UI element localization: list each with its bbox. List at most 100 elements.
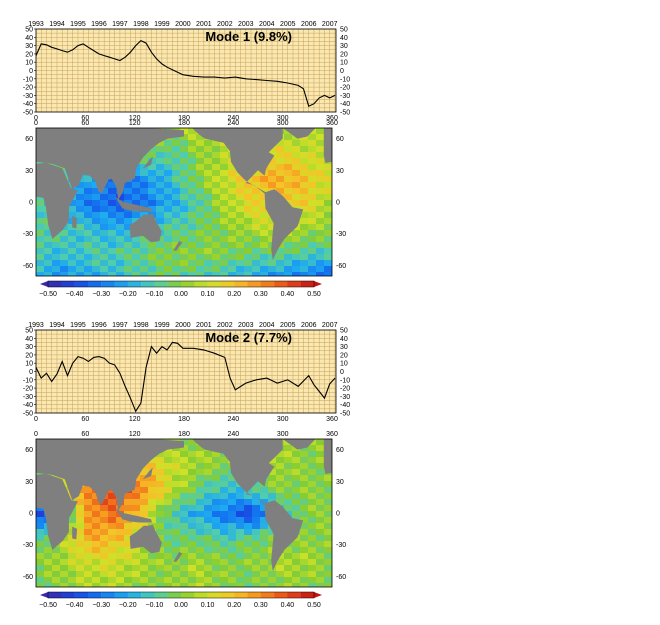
map-frame — [35, 438, 333, 588]
land-europe-west — [323, 128, 332, 163]
ocean-cell — [316, 499, 325, 506]
ocean-cell — [276, 152, 285, 159]
ocean-cell — [172, 553, 181, 560]
ocean-cell — [124, 194, 133, 201]
ocean-cell — [124, 248, 133, 255]
ocean-cell — [300, 565, 309, 572]
ocean-cell — [196, 134, 205, 141]
ocean-cell — [164, 230, 173, 237]
ocean-cell — [268, 182, 277, 189]
ocean-cell — [132, 170, 141, 177]
ocean-cell — [164, 152, 173, 159]
ocean-cell — [188, 493, 197, 500]
ocean-cell — [132, 260, 141, 267]
ocean-cell — [276, 583, 285, 587]
ocean-cell — [220, 559, 229, 566]
ocean-cell — [100, 517, 109, 524]
ocean-cell — [308, 499, 317, 506]
ocean-cell — [164, 206, 173, 213]
ocean-cell — [316, 248, 325, 255]
top-axis-tick-label: 1993 — [28, 21, 44, 28]
ocean-cell — [212, 583, 221, 587]
ocean-cell — [196, 505, 205, 512]
ocean-cell — [212, 475, 221, 482]
ocean-cell — [156, 511, 165, 518]
y-axis-tick-label-right: 20 — [340, 352, 348, 359]
ocean-cell — [260, 188, 269, 195]
ocean-cell — [244, 511, 253, 518]
ocean-cell — [108, 577, 117, 584]
ocean-cell — [292, 152, 301, 159]
ocean-cell — [76, 535, 85, 542]
colorbar-segment — [234, 281, 248, 287]
y-axis-tick-label-right: -30 — [340, 93, 350, 100]
ocean-cell — [108, 272, 117, 276]
ocean-cell — [252, 206, 261, 213]
ocean-cell — [76, 511, 85, 518]
ocean-cell — [164, 541, 173, 548]
ocean-cell — [276, 559, 285, 566]
ocean-cell — [108, 206, 117, 213]
ocean-cell — [300, 188, 309, 195]
ocean-cell — [132, 565, 141, 572]
land-indonesia — [114, 507, 152, 523]
ocean-cell — [148, 188, 157, 195]
ocean-cell — [52, 571, 61, 578]
ocean-cell — [300, 140, 309, 147]
ocean-cell — [76, 559, 85, 566]
ocean-cell — [92, 212, 101, 219]
colorbar-arrow-right — [314, 592, 322, 598]
ocean-cell — [76, 571, 85, 578]
ocean-cell — [276, 487, 285, 494]
ocean-cell — [308, 230, 317, 237]
ocean-cell — [316, 475, 325, 482]
ocean-cell — [252, 176, 261, 183]
y-axis-tick-label-left: 50 — [25, 328, 33, 335]
ocean-cell — [68, 553, 77, 560]
ocean-cell — [172, 194, 181, 201]
ocean-cell — [252, 242, 261, 249]
ocean-cell — [68, 236, 77, 243]
land-africa — [36, 473, 78, 550]
ocean-cell — [52, 236, 61, 243]
y-axis-tick-label-right: 50 — [340, 27, 348, 34]
ocean-cell — [188, 176, 197, 183]
ocean-cell — [164, 164, 173, 171]
ocean-cell — [204, 188, 213, 195]
colorbar-frame — [47, 280, 315, 288]
ocean-cell — [204, 170, 213, 177]
ocean-cell — [308, 511, 317, 518]
ocean-cell — [76, 212, 85, 219]
ocean-cell — [188, 547, 197, 554]
ocean-cell — [68, 523, 77, 530]
ocean-cell — [188, 260, 197, 267]
ocean-cell — [76, 188, 85, 195]
ocean-cell — [300, 236, 309, 243]
ocean-cell — [172, 499, 181, 506]
ocean-cell — [84, 523, 93, 530]
ocean-cell — [156, 170, 165, 177]
ocean-cell — [132, 194, 141, 201]
ocean-cell — [268, 481, 277, 488]
ocean-cell — [116, 505, 125, 512]
ocean-cell — [212, 487, 221, 494]
ocean-cell — [284, 451, 293, 458]
ocean-cell — [156, 505, 165, 512]
ocean-cell — [196, 254, 205, 261]
colorbar-segment — [114, 281, 128, 287]
ocean-cell — [220, 475, 229, 482]
bottom-axis-tick-label: 120 — [129, 416, 141, 423]
ocean-cell — [140, 176, 149, 183]
ocean-cell — [148, 469, 157, 476]
ocean-cell — [148, 248, 157, 255]
ocean-cell — [172, 529, 181, 536]
ocean-cell — [108, 200, 117, 207]
ocean-cell — [132, 511, 141, 518]
colorbar-segment — [234, 592, 248, 598]
ocean-cell — [196, 152, 205, 159]
colorbar-tick-label: 0.50 — [307, 602, 321, 609]
ocean-cell — [300, 553, 309, 560]
ocean-cell — [228, 242, 237, 249]
ocean-cell — [100, 206, 109, 213]
ocean-cell — [300, 481, 309, 488]
